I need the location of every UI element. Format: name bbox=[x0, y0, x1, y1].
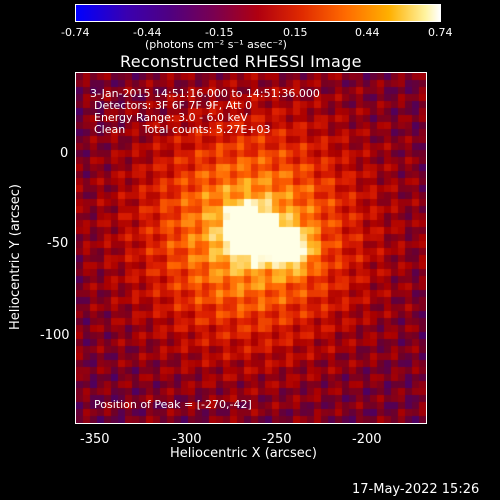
date-stamp: 17-May-2022 15:26 bbox=[352, 482, 480, 497]
colorbar-units: (photons cm⁻² s⁻¹ asec⁻²) bbox=[145, 38, 287, 51]
x-tick-label: -300 bbox=[172, 432, 202, 447]
colorbar-tick: -0.15 bbox=[205, 26, 234, 39]
info-time-range: 3-Jan-2015 14:51:16.000 to 14:51:36.000 bbox=[90, 87, 320, 100]
y-tick-label: -50 bbox=[47, 236, 69, 251]
x-tick-label: -250 bbox=[262, 432, 292, 447]
peak-position: Position of Peak = [-270,-42] bbox=[94, 398, 252, 411]
x-tick-label: -350 bbox=[80, 432, 110, 447]
y-tick-label: -100 bbox=[40, 328, 70, 343]
info-detectors: Detectors: 3F 6F 7F 9F, Att 0 bbox=[94, 99, 253, 112]
image-plot-area: 3-Jan-2015 14:51:16.000 to 14:51:36.000 … bbox=[75, 72, 427, 424]
rhessi-image-heatmap bbox=[76, 73, 426, 423]
colorbar-tick: 0.15 bbox=[283, 26, 308, 39]
colorbar-tick: -0.44 bbox=[133, 26, 162, 39]
colorbar-tick: -0.74 bbox=[61, 26, 90, 39]
x-axis-label: Heliocentric X (arcsec) bbox=[170, 446, 317, 461]
colorbar-tick: 0.74 bbox=[428, 26, 453, 39]
y-tick-label: 0 bbox=[60, 146, 69, 161]
x-tick-label: -200 bbox=[352, 432, 382, 447]
plot-title: Reconstructed RHESSI Image bbox=[120, 52, 362, 71]
colorbar bbox=[75, 4, 441, 22]
info-energy-range: Energy Range: 3.0 - 6.0 keV bbox=[94, 111, 248, 124]
colorbar-tick: 0.44 bbox=[355, 26, 380, 39]
info-clean-counts: Clean Total counts: 5.27E+03 bbox=[94, 123, 271, 136]
y-axis-label: Heliocentric Y (arcsec) bbox=[8, 184, 23, 330]
